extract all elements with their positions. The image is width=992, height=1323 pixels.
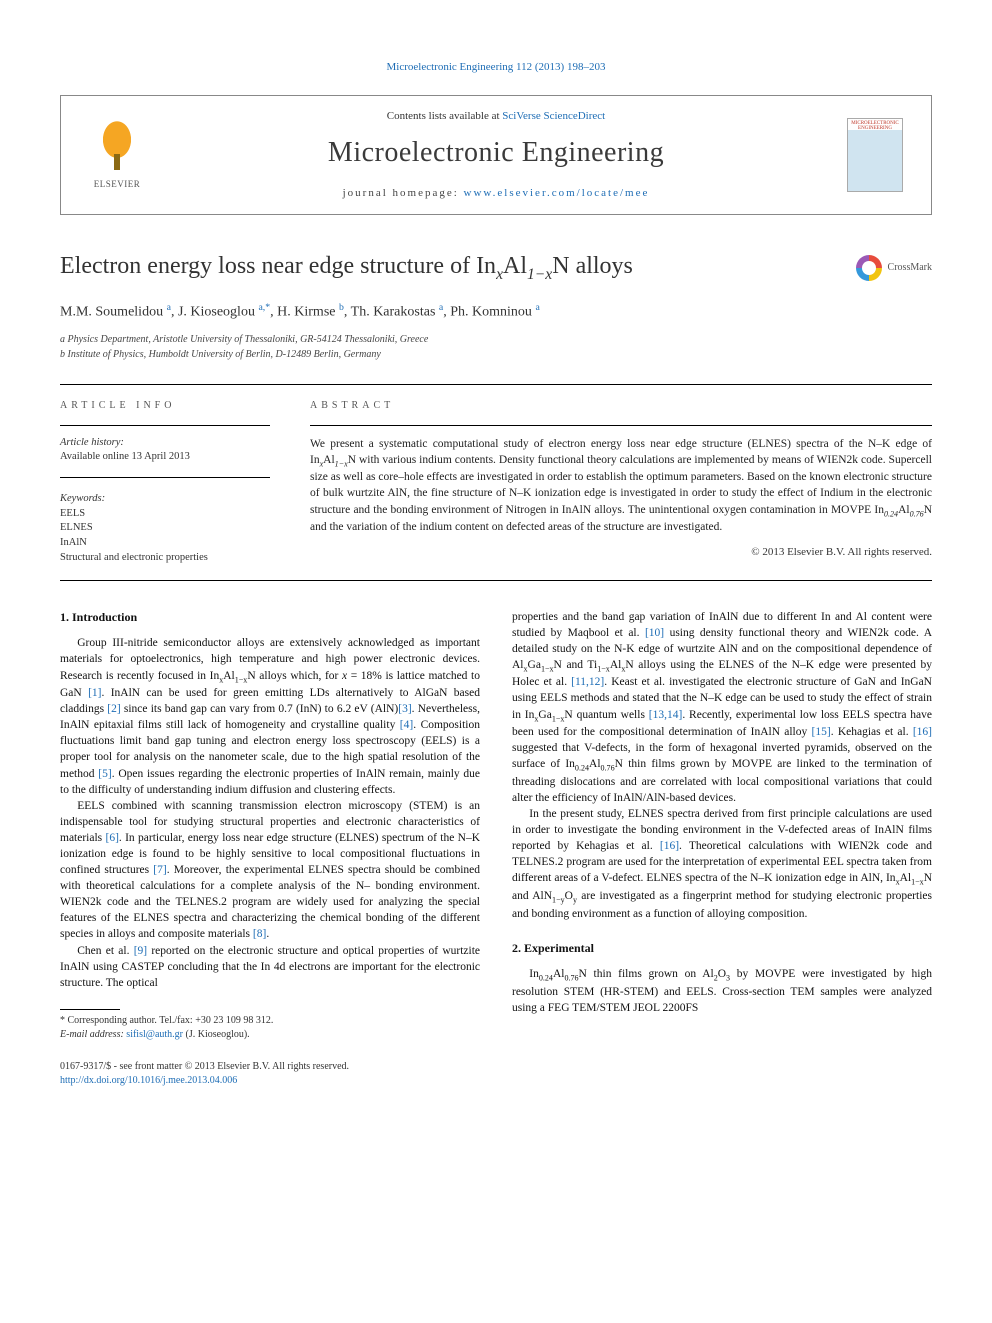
experimental-para-1: In0.24Al0.76N thin films grown on Al2O3 …	[512, 966, 932, 1016]
keyword: InAlN	[60, 536, 270, 551]
abstract-copyright: © 2013 Elsevier B.V. All rights reserved…	[310, 545, 932, 560]
journal-cover-block: MICROELECTRONIC ENGINEERING	[835, 118, 915, 192]
journal-homepage-line: journal homepage: www.elsevier.com/locat…	[157, 186, 835, 201]
email-label: E-mail address:	[60, 1029, 126, 1040]
elsevier-tree-icon	[89, 120, 145, 176]
intro-para-2: EELS combined with scanning transmission…	[60, 798, 480, 943]
history-value: Available online 13 April 2013	[60, 450, 270, 465]
abstract-text: We present a systematic computational st…	[310, 436, 932, 536]
corresponding-email-link[interactable]: sifisl@auth.gr	[126, 1029, 183, 1040]
keyword: EELS	[60, 507, 270, 522]
citation-line: Microelectronic Engineering 112 (2013) 1…	[60, 60, 932, 75]
intro-para-1: Group III-nitride semiconductor alloys a…	[60, 635, 480, 797]
front-matter-line: 0167-9317/$ - see front matter © 2013 El…	[60, 1060, 932, 1074]
journal-cover-thumb: MICROELECTRONIC ENGINEERING	[847, 118, 903, 192]
email-attribution: (J. Kioseoglou).	[186, 1029, 250, 1040]
author-list: M.M. Soumelidou a, J. Kioseoglou a,*, H.…	[60, 301, 932, 322]
contents-available-line: Contents lists available at SciVerse Sci…	[157, 109, 835, 124]
keywords-label: Keywords:	[60, 492, 270, 507]
journal-name: Microelectronic Engineering	[157, 133, 835, 172]
page-footer: 0167-9317/$ - see front matter © 2013 El…	[60, 1060, 932, 1088]
publisher-logo-block: ELSEVIER	[77, 120, 157, 191]
crossmark-badge[interactable]: CrossMark	[856, 255, 932, 281]
doi-link[interactable]: http://dx.doi.org/10.1016/j.mee.2013.04.…	[60, 1075, 237, 1086]
history-label: Article history:	[60, 436, 270, 451]
crossmark-label: CrossMark	[888, 261, 932, 275]
section-2-heading: 2. Experimental	[512, 940, 932, 957]
sciencedirect-link[interactable]: SciVerse ScienceDirect	[502, 110, 605, 122]
journal-homepage-link[interactable]: www.elsevier.com/locate/mee	[464, 187, 650, 199]
affiliations: a Physics Department, Aristotle Universi…	[60, 333, 932, 362]
article-info-label: article info	[60, 399, 270, 413]
keyword: ELNES	[60, 521, 270, 536]
crossmark-icon	[856, 255, 882, 281]
intro-para-4: properties and the band gap variation of…	[512, 609, 932, 807]
affiliation-a: a Physics Department, Aristotle Universi…	[60, 333, 932, 347]
corresponding-author-note: * Corresponding author. Tel./fax: +30 23…	[60, 1014, 480, 1028]
abstract-label: abstract	[310, 399, 932, 413]
footnotes: * Corresponding author. Tel./fax: +30 23…	[60, 1014, 480, 1042]
publisher-label: ELSEVIER	[94, 178, 141, 191]
affiliation-b: b Institute of Physics, Humboldt Univers…	[60, 348, 932, 362]
intro-para-3: Chen et al. [9] reported on the electron…	[60, 943, 480, 991]
citation-link[interactable]: Microelectronic Engineering 112 (2013) 1…	[387, 61, 606, 73]
article-title: Electron energy loss near edge structure…	[60, 251, 836, 285]
section-1-heading: 1. Introduction	[60, 609, 480, 626]
journal-masthead: ELSEVIER Contents lists available at Sci…	[60, 95, 932, 215]
intro-para-5: In the present study, ELNES spectra deri…	[512, 806, 932, 922]
keyword: Structural and electronic properties	[60, 551, 270, 566]
